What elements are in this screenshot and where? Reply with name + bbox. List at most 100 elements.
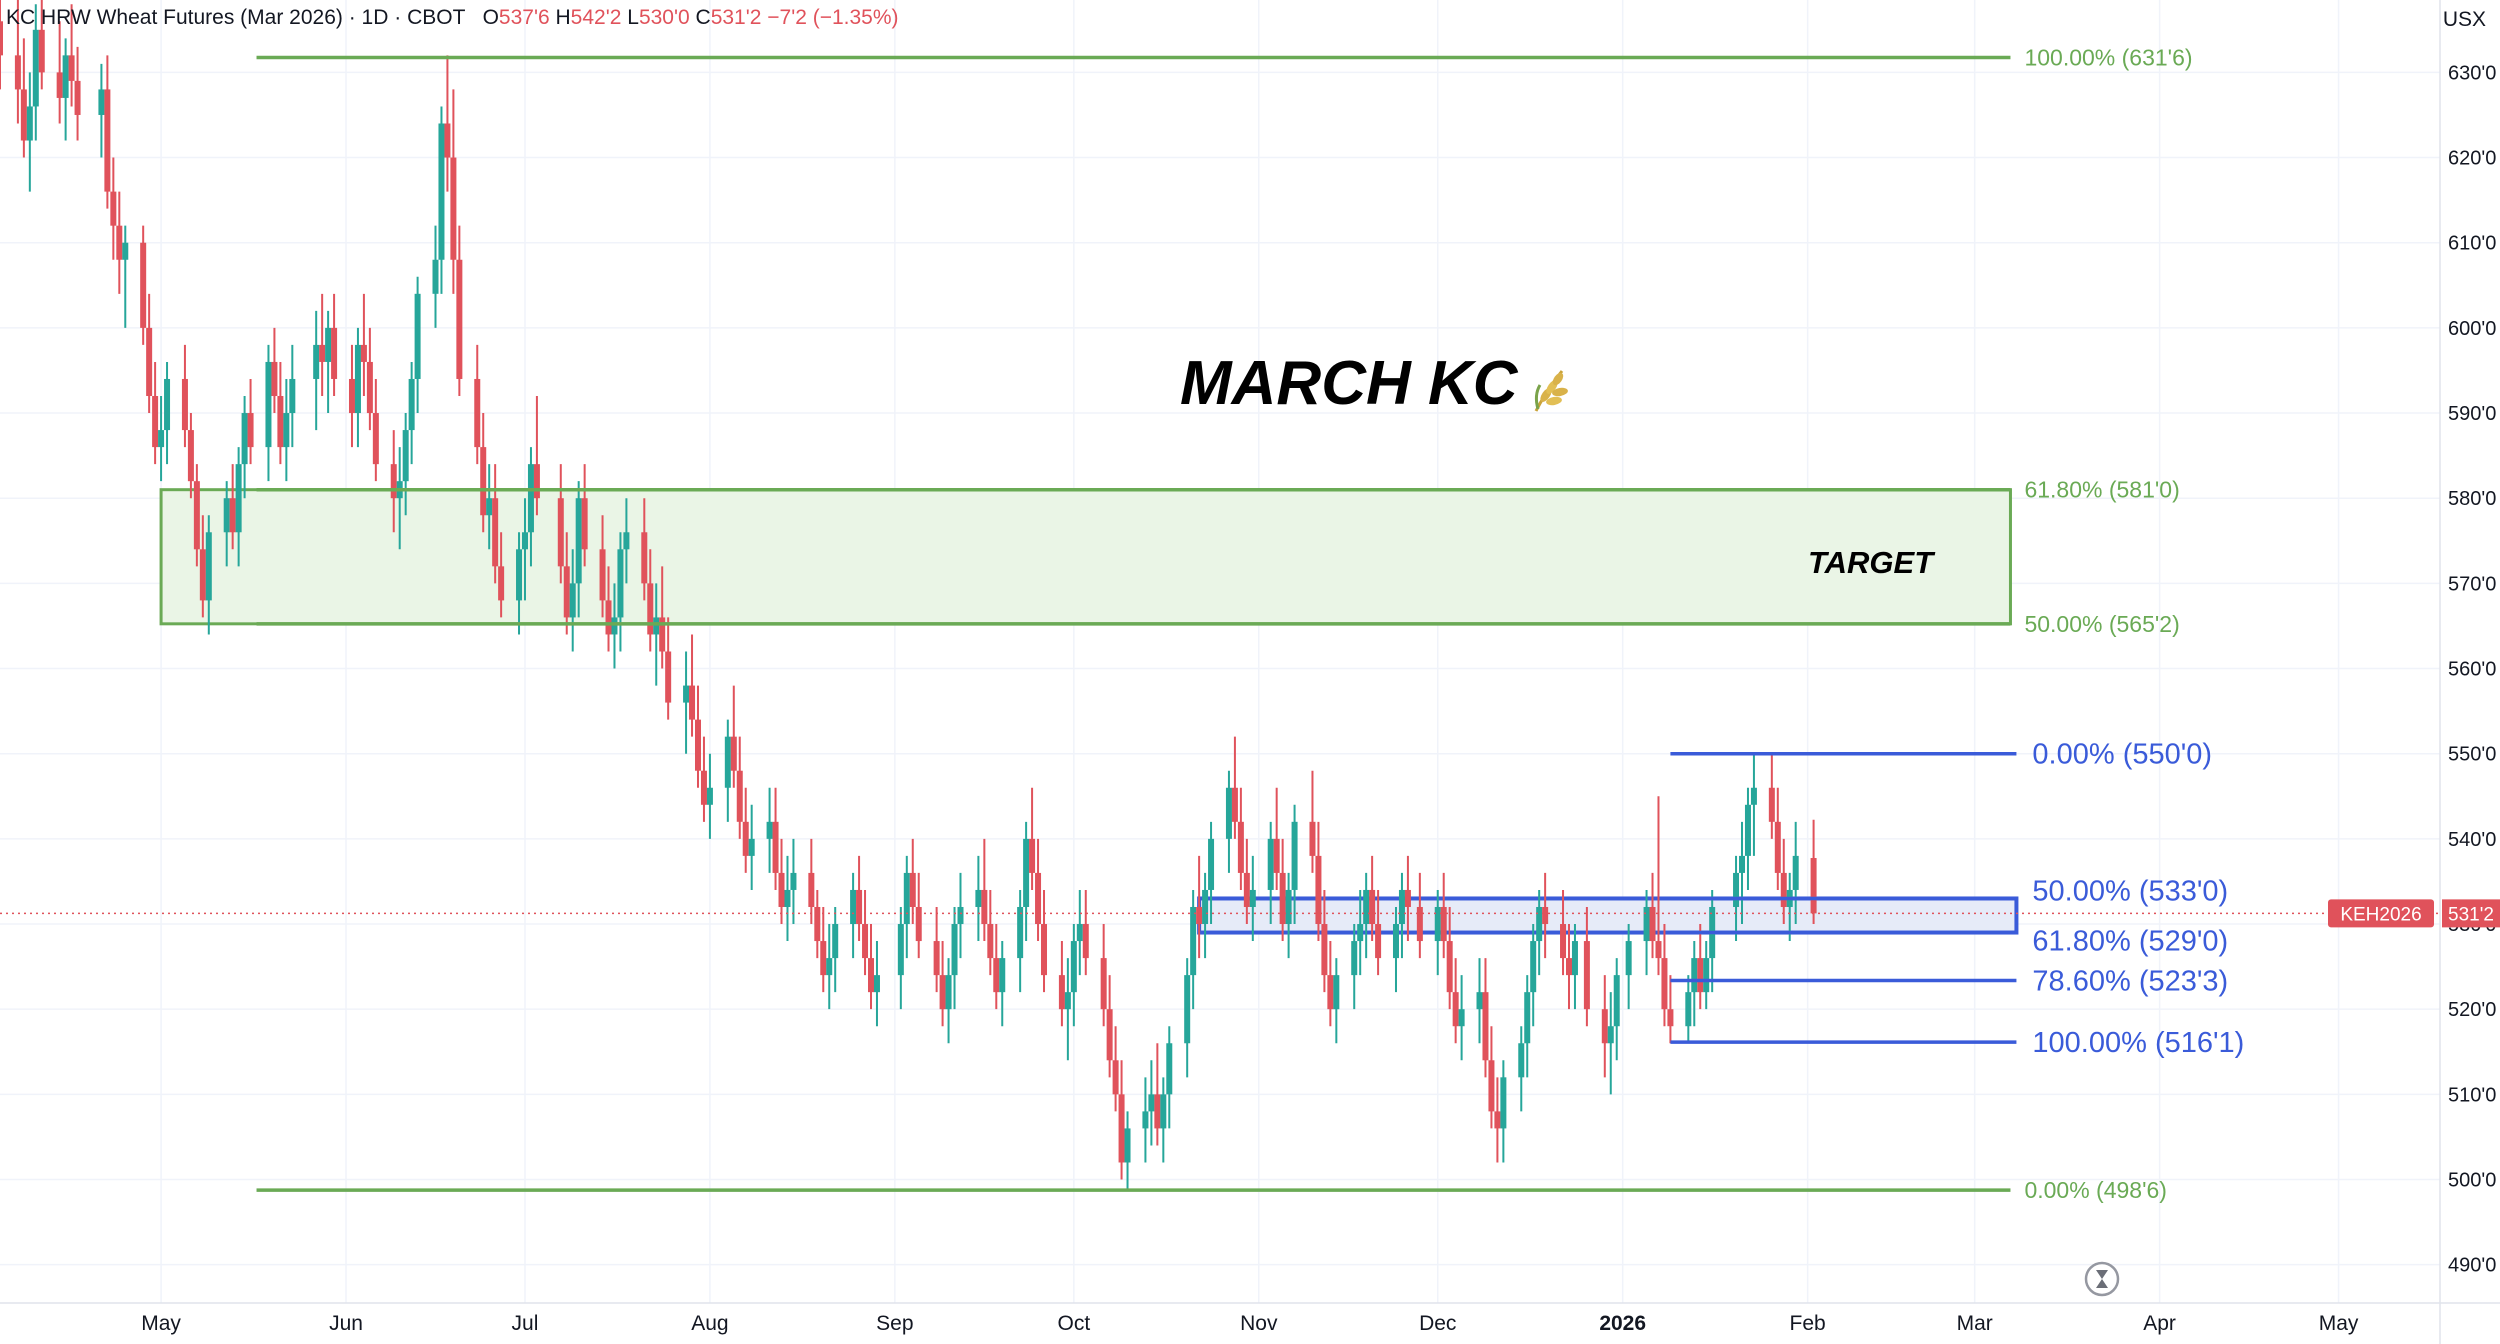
candle-body [104,89,111,192]
candle-body [1279,872,1286,925]
candle-body [1100,958,1107,1010]
candle-body [516,549,523,601]
candle-body [617,549,624,618]
candle-body [402,430,409,482]
candle-body [1041,924,1048,976]
candle-body [325,327,332,362]
candle-body [706,787,713,805]
candle-body [808,872,815,907]
candle-body [1351,941,1358,976]
candle-body [742,821,749,856]
candle-body [152,396,159,448]
candle-body [146,327,153,397]
candle-body [1273,838,1280,873]
candle-body [1166,1043,1173,1095]
zones [159,488,2019,935]
candle-body [766,821,773,839]
candle-body [1064,992,1071,1010]
candle-body [909,872,916,907]
candle-body [360,344,367,362]
symbol-tag-label: KEH2026 [2340,904,2421,925]
candle-body [20,89,27,141]
candle-body [1542,906,1549,925]
candle-body [1357,924,1364,942]
candle-body [450,157,457,260]
candle-body [1058,975,1065,1010]
symbol-name: KC HRW Wheat Futures (Mar 2026) [6,6,343,29]
candle-body [158,430,165,448]
candle-body [1500,1077,1507,1129]
candle-body [826,958,833,976]
candle-body [832,924,839,959]
candle-body [873,975,880,993]
candle-body [241,413,248,465]
y-tick-label: 570'0 [2448,573,2496,595]
candle-body [313,344,320,379]
candle-body [354,344,361,414]
x-tick-label: 2026 [1599,1312,1646,1335]
candle-body [850,889,857,925]
candle-body [1285,889,1292,925]
candle-body [653,617,660,635]
candle-body [1309,821,1316,856]
candle-body [1661,958,1668,1010]
candle-body [1184,975,1191,1044]
candle-body [408,378,415,431]
candle-body [26,106,33,141]
candle-body [1082,924,1089,959]
candle-body [271,361,278,397]
candle-body [1249,889,1256,907]
candle-body [1607,1026,1614,1044]
candle-body [193,481,200,550]
hourglass-icon[interactable] [2084,1261,2120,1297]
candle-body [1231,787,1238,822]
x-tick-label: May [2319,1312,2359,1335]
y-tick-label: 520'0 [2448,999,2496,1021]
x-axis-labels: May Jun Jul Aug Sep Oct Nov Dec 2026 Feb Mar Apr May [141,1312,2359,1335]
high-label: H [555,6,571,29]
candle-body [1112,1060,1119,1095]
candle-body [987,924,994,959]
x-tick-label: Mar [1957,1312,1993,1335]
candle-body [993,958,1000,993]
candle-body [1124,1128,1131,1163]
candle-body [1243,872,1250,907]
candle-body [1810,858,1817,914]
candle-body [1452,992,1459,1027]
candle-body [74,80,81,115]
y-tick-label: 490'0 [2448,1255,2496,1277]
y-tick-label: 540'0 [2448,829,2496,851]
x-tick-label: Jun [329,1312,363,1335]
candle-body [56,72,63,98]
candle-body [1458,1009,1465,1027]
candle-body [689,685,696,720]
legend-separator: · [348,6,362,29]
candle-body [1369,889,1376,925]
candle-body [665,651,672,703]
candle-body [1398,889,1405,925]
candle-body [366,361,373,414]
candle-body [474,378,481,448]
candle-body [14,55,21,90]
exchange: CBOT [407,6,466,29]
y-tick-label: 590'0 [2448,403,2496,425]
candles [0,0,1817,1191]
candle-body [868,958,875,993]
candle-body [903,872,910,925]
candle-body [1565,958,1572,976]
candle-body [492,498,499,567]
change-value: −7'2 (−1.35%) [767,6,899,29]
y-axis-labels: 630'0 620'0 610'0 600'0 590'0 580'0 570'0 560'0… [2448,62,2496,1276]
candle-body [1601,1009,1608,1044]
candle-body [790,872,797,890]
candle-body [1625,941,1632,976]
candle-body [1476,992,1483,1010]
candle-body [575,498,582,584]
candle-body [187,430,194,482]
fib-blue-label: 78.60% (523'3) [2032,965,2228,997]
candle-body [38,29,45,73]
candle-body [116,225,123,260]
currency-unit[interactable]: USX [2442,8,2486,31]
candle-body [957,906,964,925]
